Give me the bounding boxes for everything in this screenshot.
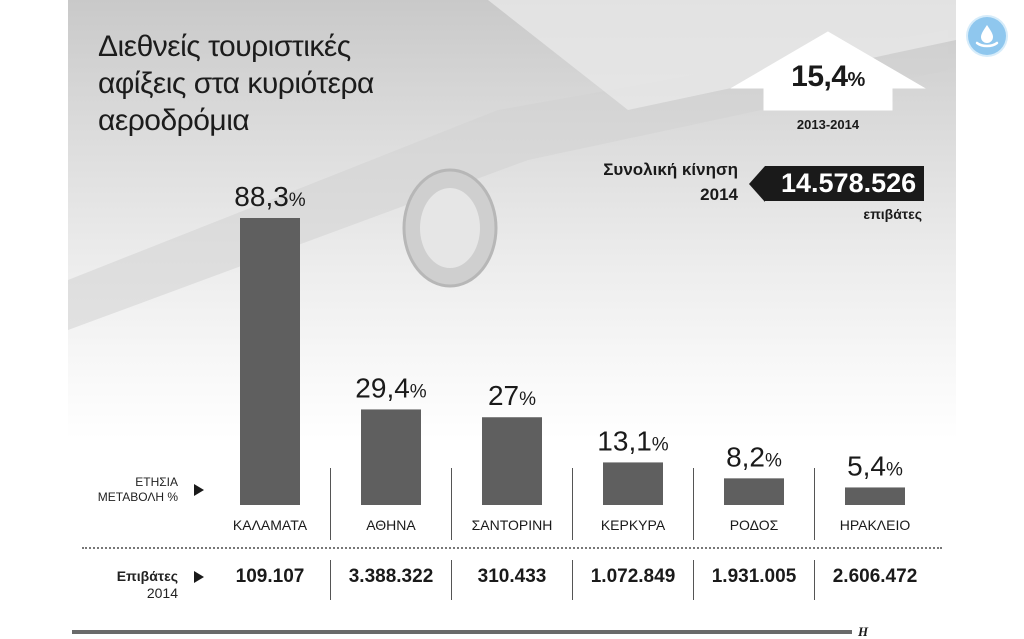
- bar-chart: 88,3% ΚΑΛΑΜΑΤΑ 109.107 29,4% ΑΘΗΝΑ 3.388.322 2…: [233, 181, 918, 600]
- passenger-value: 310.433: [478, 566, 547, 587]
- bar-6: [845, 487, 905, 505]
- title-line-2: αφίξεις στα κυριότερα: [98, 67, 374, 100]
- passengers-line-2: 2014: [146, 585, 178, 601]
- bar-value-label: 13,1%: [597, 425, 669, 456]
- total-unit: επιβάτες: [863, 206, 922, 222]
- bar-1: [240, 218, 300, 505]
- passenger-value: 2.606.472: [833, 566, 918, 587]
- growth-value: 15,4%: [778, 60, 878, 94]
- bottom-rule: [72, 630, 852, 634]
- arrow-up-icon: [730, 31, 926, 111]
- arrow-right-icon: [194, 484, 204, 496]
- category-label: ΚΑΛΑΜΑΤΑ: [233, 517, 308, 533]
- title-line-1: Διεθνείς τουριστικές: [98, 30, 351, 63]
- bar-2: [361, 409, 421, 505]
- passenger-value: 3.388.322: [349, 566, 434, 587]
- bar-4: [603, 462, 663, 505]
- growth-period: 2013-2014: [796, 117, 860, 132]
- water-drop-hand-icon: [968, 17, 1006, 55]
- growth-unit: %: [847, 69, 866, 91]
- bar-value-label: 29,4%: [355, 372, 427, 403]
- bar-value-label: 5,4%: [847, 450, 903, 481]
- total-label-line-2: 2014: [700, 185, 738, 204]
- bar-5: [724, 478, 784, 505]
- total-label-line-1: Συνολική κίνηση: [603, 160, 738, 179]
- passengers-line-1: Επιβάτες: [116, 568, 178, 584]
- passenger-value: 1.072.849: [591, 566, 676, 587]
- water-drop-hand-glyph: [975, 25, 999, 48]
- total-pointer: [749, 166, 765, 202]
- bar-value-label: 27%: [488, 380, 536, 411]
- annual-change-line-1: ΕΤΗΣΙΑ: [135, 475, 178, 489]
- annual-change-line-2: ΜΕΤΑΒΟΛΗ %: [97, 490, 178, 504]
- passenger-value: 1.931.005: [712, 566, 797, 587]
- category-label: ΣΑΝΤΟΡΙΝΗ: [472, 517, 553, 533]
- annual-change-label: ΕΤΗΣΙΑ ΜΕΤΑΒΟΛΗ %: [68, 475, 178, 505]
- arrow-right-icon: [194, 571, 204, 583]
- total-value: 14.578.526: [765, 166, 925, 201]
- source-signature: Η ΚΑΘΗΜΕΡΙΝΗ: [858, 624, 869, 639]
- infographic-panel: Διεθνείς τουριστικές αφίξεις στα κυριότε…: [68, 0, 956, 639]
- category-label: ΗΡΑΚΛΕΙΟ: [840, 517, 911, 533]
- passengers-label: Επιβάτες 2014: [68, 568, 178, 602]
- chart-title: Διεθνείς τουριστικές αφίξεις στα κυριότε…: [98, 28, 458, 139]
- dotted-divider: [82, 547, 942, 549]
- airplane-background: [68, 0, 956, 330]
- growth-number: 15,4: [791, 60, 848, 93]
- category-label: ΚΕΡΚΥΡΑ: [601, 517, 666, 533]
- category-label: ΑΘΗΝΑ: [366, 517, 416, 533]
- passenger-value: 109.107: [236, 566, 305, 587]
- bar-3: [482, 417, 542, 505]
- category-label: ΡΟΔΟΣ: [730, 517, 779, 533]
- title-line-3: αεροδρόμια: [98, 104, 250, 137]
- bar-value-label: 8,2%: [726, 441, 782, 472]
- total-label: Συνολική κίνηση 2014: [538, 157, 738, 207]
- bar-value-label: 88,3%: [234, 181, 306, 212]
